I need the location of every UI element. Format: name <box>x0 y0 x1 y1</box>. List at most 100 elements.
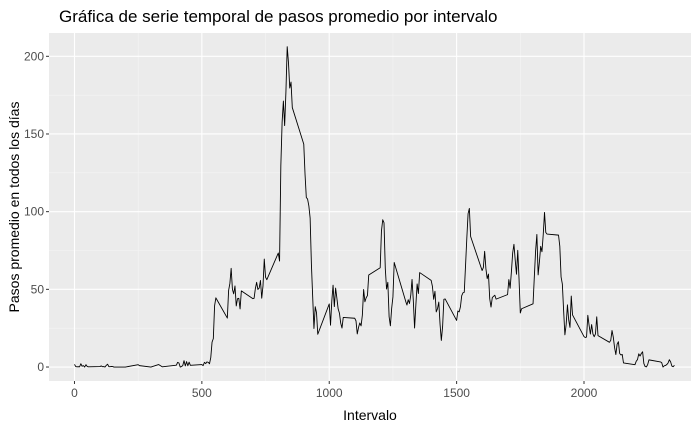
data-point <box>356 320 357 321</box>
data-point <box>235 286 236 287</box>
data-point <box>236 306 237 307</box>
data-point <box>158 364 159 365</box>
data-point <box>410 295 411 296</box>
data-point <box>571 296 572 297</box>
x-tick-label: 1000 <box>316 386 343 400</box>
data-point <box>534 277 535 278</box>
data-point <box>641 353 642 354</box>
data-point <box>342 328 343 329</box>
data-point <box>357 334 358 335</box>
data-point <box>464 292 465 293</box>
data-point <box>305 174 306 175</box>
data-point <box>227 318 228 319</box>
data-point <box>292 107 293 108</box>
data-point <box>385 268 386 269</box>
data-point <box>394 262 395 263</box>
data-point <box>280 166 281 167</box>
data-point <box>572 315 573 316</box>
data-point <box>487 278 488 279</box>
data-point <box>442 326 443 327</box>
data-point <box>517 250 518 251</box>
data-point <box>563 310 564 311</box>
data-point <box>645 366 646 367</box>
data-point <box>237 298 238 299</box>
data-point <box>590 334 591 335</box>
data-point <box>232 289 233 290</box>
data-point <box>415 305 416 306</box>
data-point <box>489 298 490 299</box>
data-point <box>365 301 366 302</box>
data-point <box>621 355 622 356</box>
data-point <box>543 234 544 235</box>
data-point <box>636 361 637 362</box>
data-point <box>314 328 315 329</box>
data-point <box>312 296 313 297</box>
plot-panel <box>49 33 691 381</box>
data-point <box>176 365 177 366</box>
data-point <box>263 285 264 286</box>
data-point <box>515 260 516 261</box>
data-point <box>214 305 215 306</box>
data-point <box>586 337 587 338</box>
minor-gridlines <box>49 33 691 381</box>
data-point <box>100 366 101 367</box>
data-point <box>622 354 623 355</box>
data-point <box>646 366 647 367</box>
data-point <box>609 342 610 343</box>
data-point <box>612 330 613 331</box>
data-point <box>179 363 180 364</box>
data-point <box>468 213 469 214</box>
series-line <box>74 46 675 368</box>
data-point <box>674 365 675 366</box>
data-point <box>177 362 178 363</box>
data-point <box>387 282 388 283</box>
data-point <box>190 365 191 366</box>
x-tick-label: 500 <box>192 386 212 400</box>
data-point <box>393 297 394 298</box>
data-point <box>412 279 413 280</box>
data-point <box>516 274 517 275</box>
data-point <box>640 356 641 357</box>
data-point <box>432 286 433 287</box>
data-point <box>494 295 495 296</box>
data-point <box>436 311 437 312</box>
data-point <box>465 265 466 266</box>
data-point <box>335 288 336 289</box>
data-point <box>382 219 383 220</box>
data-point <box>610 340 611 341</box>
data-point <box>492 297 493 298</box>
data-point <box>210 357 211 358</box>
data-point <box>596 316 597 317</box>
data-point <box>665 365 666 366</box>
data-point <box>558 235 559 236</box>
data-point <box>279 261 280 262</box>
data-point <box>661 362 662 363</box>
data-point <box>255 288 256 289</box>
data-point <box>670 361 671 362</box>
data-point <box>367 295 368 296</box>
data-point <box>203 365 204 366</box>
data-point <box>514 244 515 245</box>
y-tick-label: 200 <box>24 49 44 63</box>
data-point <box>308 206 309 207</box>
data-point <box>264 259 265 260</box>
data-point <box>542 251 543 252</box>
data-point <box>87 366 88 367</box>
data-point <box>77 366 78 367</box>
data-point <box>469 208 470 209</box>
data-point <box>486 268 487 269</box>
data-point <box>384 222 385 223</box>
x-tick-label: 0 <box>71 386 78 400</box>
data-point <box>663 367 664 368</box>
data-point <box>359 323 360 324</box>
data-point <box>340 323 341 324</box>
data-point <box>507 294 508 295</box>
data-point <box>623 363 624 364</box>
data-point <box>649 359 650 360</box>
data-point <box>368 275 369 276</box>
data-point <box>405 301 406 302</box>
data-point <box>510 288 511 289</box>
data-point <box>205 363 206 364</box>
data-point <box>380 267 381 268</box>
